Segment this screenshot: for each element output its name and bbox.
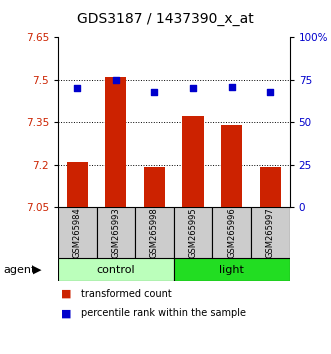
Bar: [135, 207, 174, 258]
Bar: [58, 207, 97, 258]
Text: GSM265995: GSM265995: [189, 207, 198, 258]
Point: [74, 85, 80, 91]
Point: [152, 90, 157, 95]
Point: [268, 90, 273, 95]
Text: GSM265997: GSM265997: [266, 207, 275, 258]
Point: [113, 77, 118, 82]
Text: GSM265998: GSM265998: [150, 207, 159, 258]
Bar: [260, 167, 281, 207]
Text: control: control: [97, 265, 135, 275]
Bar: [182, 116, 204, 207]
Point: [190, 85, 196, 91]
Text: ■: ■: [61, 289, 72, 299]
Bar: [144, 167, 165, 207]
Text: light: light: [219, 265, 244, 275]
Text: transformed count: transformed count: [81, 289, 172, 299]
Bar: [213, 207, 251, 258]
Bar: [221, 125, 242, 207]
Bar: [105, 77, 126, 207]
Bar: [97, 207, 135, 258]
Bar: [174, 207, 213, 258]
Text: ▶: ▶: [33, 265, 42, 275]
Bar: [67, 162, 88, 207]
Point: [229, 85, 234, 90]
Text: GSM265984: GSM265984: [73, 207, 82, 258]
Text: percentile rank within the sample: percentile rank within the sample: [81, 308, 246, 318]
Text: GDS3187 / 1437390_x_at: GDS3187 / 1437390_x_at: [77, 12, 254, 27]
Text: agent: agent: [3, 265, 36, 275]
Bar: [58, 258, 174, 281]
Bar: [174, 258, 290, 281]
Text: ■: ■: [61, 308, 72, 318]
Text: GSM265996: GSM265996: [227, 207, 236, 258]
Text: GSM265993: GSM265993: [111, 207, 120, 258]
Bar: [251, 207, 290, 258]
